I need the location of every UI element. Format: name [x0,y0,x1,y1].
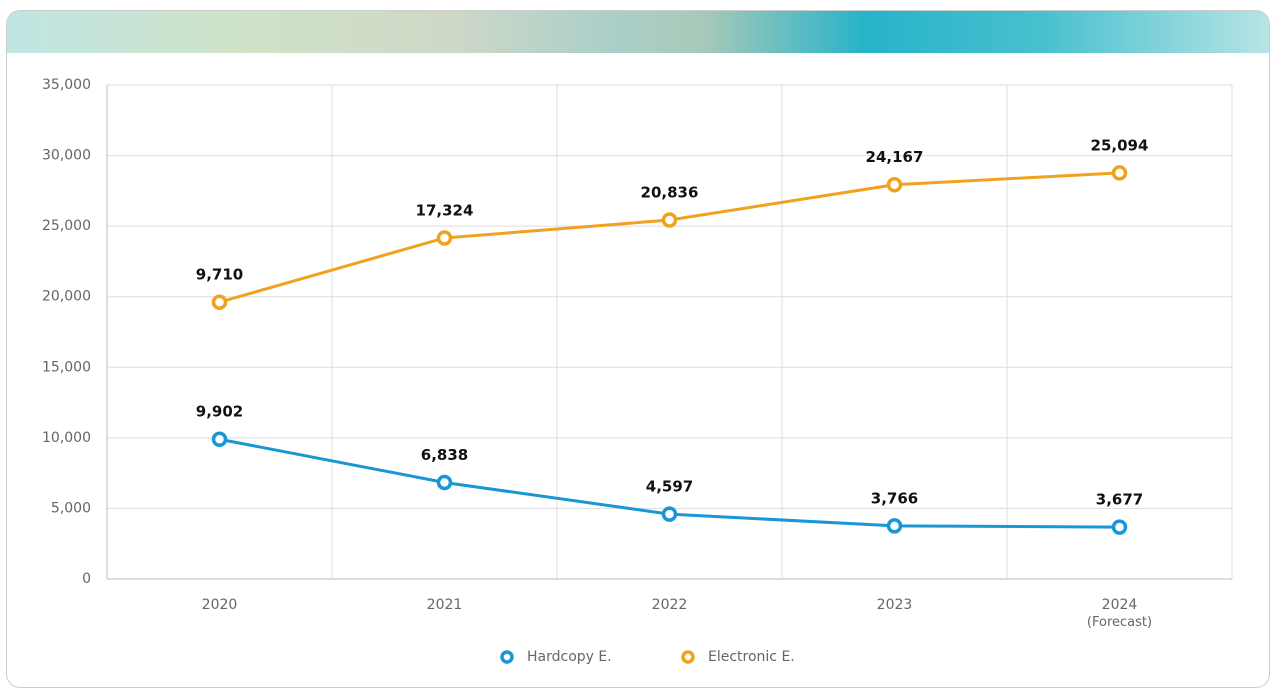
legend-label: Electronic E. [708,649,795,665]
data-label: 20,836 [641,184,699,202]
point [436,230,453,246]
y-tick-label: 20,000 [42,289,91,305]
data-label: 3,677 [1096,491,1143,509]
point [1111,519,1128,535]
data-label: 25,094 [1091,136,1149,154]
point [1111,165,1128,181]
y-tick-label: 10,000 [42,430,91,446]
data-label: 9,710 [196,266,243,284]
y-tick-label: 30,000 [42,148,91,164]
x-tick-label: 2021 [427,597,463,613]
card [6,10,1270,688]
point [211,431,228,447]
y-tick-label: 15,000 [42,359,91,375]
data-label: 24,167 [866,148,924,166]
data-label: 4,597 [646,478,693,496]
data-label: 17,324 [416,201,474,219]
data-label: 9,902 [196,403,243,421]
y-tick-label: 25,000 [42,218,91,234]
point [886,176,903,193]
banner [7,11,1269,53]
point [436,474,453,491]
legend-marker [500,650,514,664]
y-tick-label: 0 [82,571,91,587]
x-tick-label: 2023 [877,597,913,613]
y-tick-label: 35,000 [42,77,91,93]
x-tick-label: 2022 [652,597,688,613]
data-label: 3,766 [871,489,918,507]
x-tick-label: 2020 [202,597,238,613]
point [661,506,678,522]
point [661,212,678,228]
legend-label: Hardcopy E. [527,649,612,665]
legend-marker [681,650,695,664]
data-label: 6,838 [421,446,468,464]
y-tick-label: 5,000 [51,500,91,516]
point [886,518,903,534]
point [211,294,228,310]
x-tick-label: 2024 (Forecast) [1087,597,1152,630]
